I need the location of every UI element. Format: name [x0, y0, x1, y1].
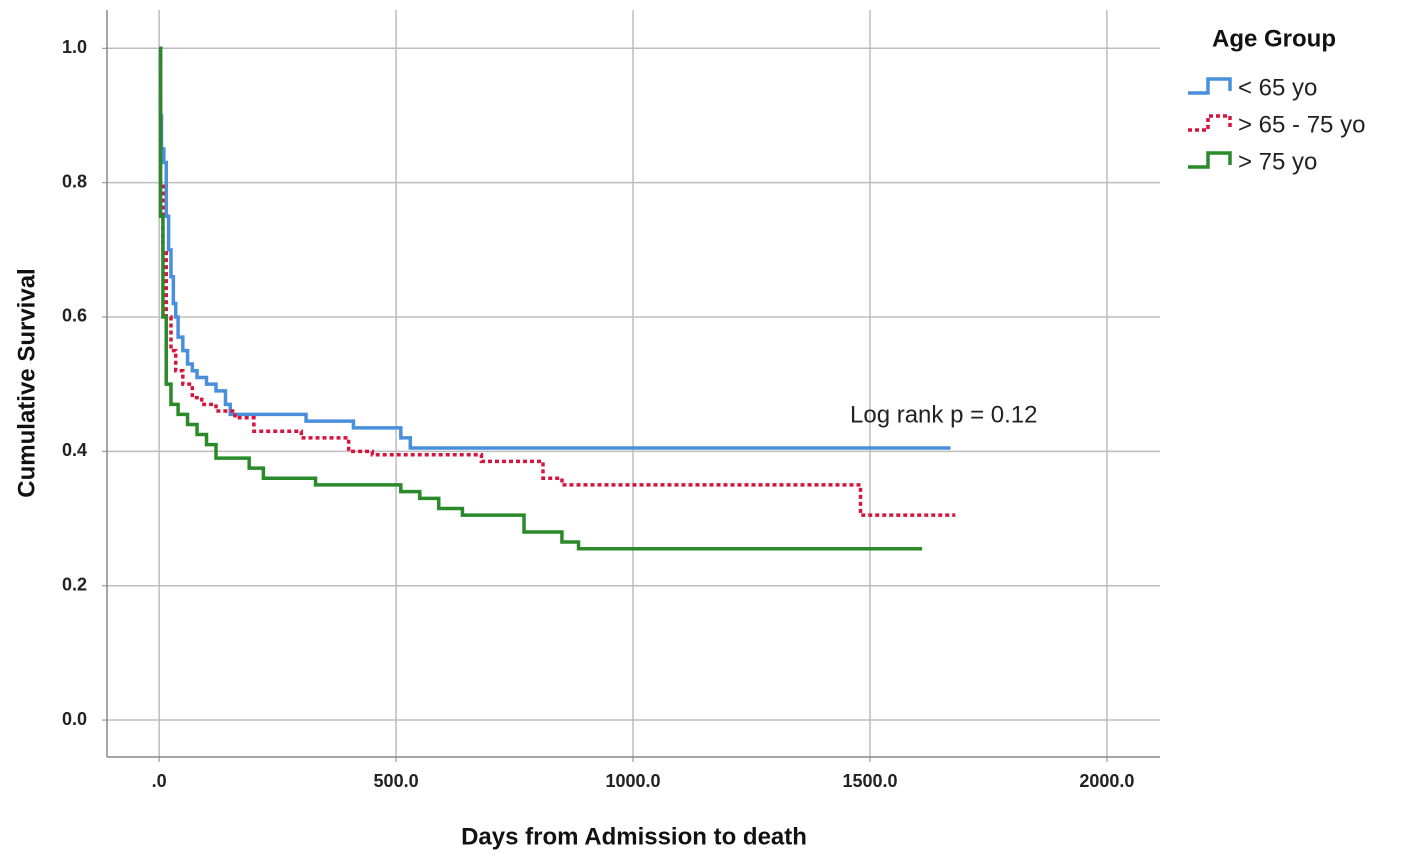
y-tick-label: 0.0	[62, 709, 87, 729]
legend-label: < 65 yo	[1238, 74, 1317, 101]
survival-curve	[158, 46, 956, 517]
y-axis-label: Cumulative Survival	[13, 268, 40, 497]
legend-swatch	[1188, 114, 1232, 132]
y-tick-label: 0.6	[62, 306, 87, 326]
x-tick-label: 1500.0	[842, 771, 897, 791]
y-tick-label: 0.4	[62, 440, 87, 460]
x-tick-label: 1000.0	[605, 771, 660, 791]
y-tick-label: 1.0	[62, 37, 87, 57]
y-tick-label: 0.8	[62, 171, 87, 191]
x-tick-label: 500.0	[374, 771, 419, 791]
x-tick-label: 2000.0	[1079, 771, 1134, 791]
x-tick-label: .0	[152, 771, 167, 791]
survival-curve	[158, 46, 951, 450]
legend-swatch	[1188, 151, 1232, 169]
legend-title: Age Group	[1212, 25, 1336, 52]
annotation: Log rank p = 0.12	[850, 401, 1037, 428]
x-axis-label: Days from Admission to death	[461, 823, 807, 850]
legend-label: > 75 yo	[1238, 148, 1317, 175]
survival-curve	[158, 46, 923, 551]
legend-label: > 65 - 75 yo	[1238, 111, 1365, 138]
legend-swatch	[1188, 77, 1232, 95]
y-tick-label: 0.2	[62, 574, 87, 594]
